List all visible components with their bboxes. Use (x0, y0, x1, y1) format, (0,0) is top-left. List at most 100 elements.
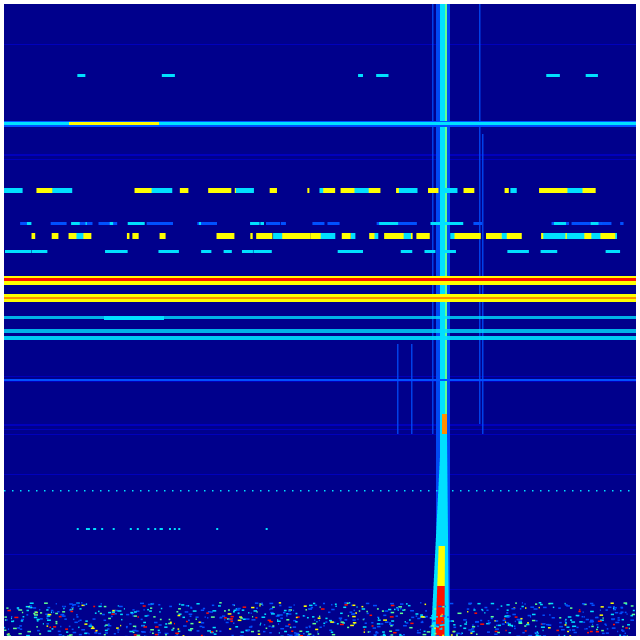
dashed-row-236 (486, 233, 501, 239)
bottom-noise-pixel (107, 623, 110, 625)
bottom-noise-pixel (441, 624, 446, 626)
bottom-noise-pixel (417, 629, 419, 632)
bottom-noise-pixel (486, 631, 490, 633)
bottom-noise-pixel (564, 604, 568, 606)
bottom-noise-pixel (140, 602, 144, 605)
dashed-row-190 (576, 188, 591, 193)
bottom-noise-pixel (275, 615, 280, 617)
bottom-noise-pixel (132, 625, 137, 628)
bottom-noise-pixel (51, 628, 54, 630)
bottom-noise-pixel (506, 609, 509, 611)
bottom-noise-pixel (70, 610, 74, 613)
bottom-noise-pixel (490, 617, 493, 620)
bottom-noise-pixel (185, 604, 190, 607)
vertical-line-base-hot (438, 546, 445, 550)
bottom-noise-pixel (120, 624, 122, 627)
bottom-noise-pixel (299, 630, 303, 633)
bottom-noise-pixel (630, 619, 634, 621)
dashed-row-236 (341, 233, 351, 239)
bottom-noise-pixel (433, 625, 438, 627)
vertical-line-base (436, 534, 448, 538)
bottom-noise-pixel (308, 626, 311, 628)
bottom-noise-pixel (107, 624, 112, 627)
bottom-noise-pixel (46, 623, 49, 625)
bottom-noise-pixel (415, 615, 418, 617)
bottom-noise-pixel (159, 611, 161, 613)
bottom-noise-pixel (265, 627, 268, 630)
dashed-row-190 (36, 188, 53, 193)
dashed-row-190 (354, 188, 369, 193)
vertical-line-base (441, 434, 447, 438)
bottom-noise-pixel (62, 615, 66, 617)
vertical-line-base (439, 458, 448, 462)
dotted-row-528 (101, 528, 104, 530)
bottom-noise-pixel (476, 633, 478, 636)
bottom-noise-pixel (178, 613, 182, 615)
bottom-noise-pixel (471, 626, 476, 628)
bottom-noise-pixel (130, 611, 134, 614)
bottom-noise-pixel (289, 634, 293, 636)
bottom-noise-pixel (625, 627, 628, 629)
bottom-noise-pixel (47, 606, 51, 609)
bottom-noise-pixel (474, 621, 479, 623)
vertical-line-base-hot (437, 574, 445, 578)
bottom-noise-pixel (399, 612, 404, 615)
bottom-noise-pixel (207, 630, 211, 632)
dashed-row-236 (454, 233, 469, 239)
bottom-noise-pixel (484, 606, 488, 609)
bottom-noise-pixel (501, 623, 505, 625)
bottom-noise-pixel (263, 624, 266, 626)
bottom-noise-pixel (71, 608, 74, 610)
bottom-noise-pixel (610, 613, 615, 616)
bottom-noise-pixel (151, 602, 155, 605)
bottom-noise-pixel (286, 619, 290, 621)
bottom-noise-pixel (250, 612, 252, 614)
bottom-noise-pixel (62, 605, 64, 608)
bottom-noise-pixel (18, 609, 23, 611)
vertical-line-base (437, 514, 448, 518)
dashed-row-250 (161, 250, 179, 253)
bottom-noise-pixel (198, 621, 201, 624)
bottom-noise-pixel (538, 602, 542, 604)
dashed-row-74 (585, 74, 598, 77)
vertical-line-base-hot (436, 618, 445, 622)
bottom-noise-pixel (596, 628, 598, 631)
bottom-noise-pixel (61, 613, 65, 616)
bottom-noise-pixel (471, 628, 475, 630)
dotted-row-490 (492, 490, 494, 492)
dashed-row-250 (223, 250, 232, 253)
bottom-noise-pixel (6, 607, 9, 609)
bottom-noise-pixel (212, 626, 216, 629)
bottom-noise-pixel (494, 630, 498, 633)
bottom-noise-pixel (617, 617, 620, 619)
bottom-noise-pixel (256, 611, 258, 613)
bottom-noise-pixel (107, 628, 110, 630)
bottom-noise-pixel (487, 620, 490, 622)
bottom-noise-pixel (589, 630, 593, 633)
bottom-noise-pixel (538, 606, 540, 609)
bottom-noise-pixel (379, 623, 384, 625)
bottom-noise-pixel (335, 605, 337, 607)
bottom-noise-pixel (188, 619, 190, 622)
dashed-row-222 (620, 222, 624, 225)
bottom-noise-pixel (207, 611, 211, 613)
bottom-noise-pixel (371, 621, 374, 624)
bottom-noise-pixel (129, 630, 133, 633)
bottom-noise-pixel (110, 615, 113, 618)
bottom-noise-pixel (419, 617, 421, 620)
horizontal-line-380 (4, 379, 636, 381)
bottom-noise-pixel (516, 635, 521, 636)
bottom-noise-pixel (175, 632, 180, 635)
bottom-noise-pixel (83, 603, 86, 606)
dotted-row-490 (220, 490, 222, 492)
bottom-noise-pixel (522, 631, 525, 634)
bottom-noise-pixel (541, 623, 546, 625)
bottom-noise-pixel (200, 609, 205, 612)
bottom-noise-pixel (559, 617, 562, 619)
bottom-noise-pixel (589, 602, 594, 605)
faint-horizontal-band (4, 159, 636, 160)
bottom-noise-pixel (260, 622, 262, 625)
bottom-noise-pixel (531, 619, 536, 622)
bottom-noise-pixel (382, 634, 386, 636)
dotted-row-490 (380, 490, 382, 492)
